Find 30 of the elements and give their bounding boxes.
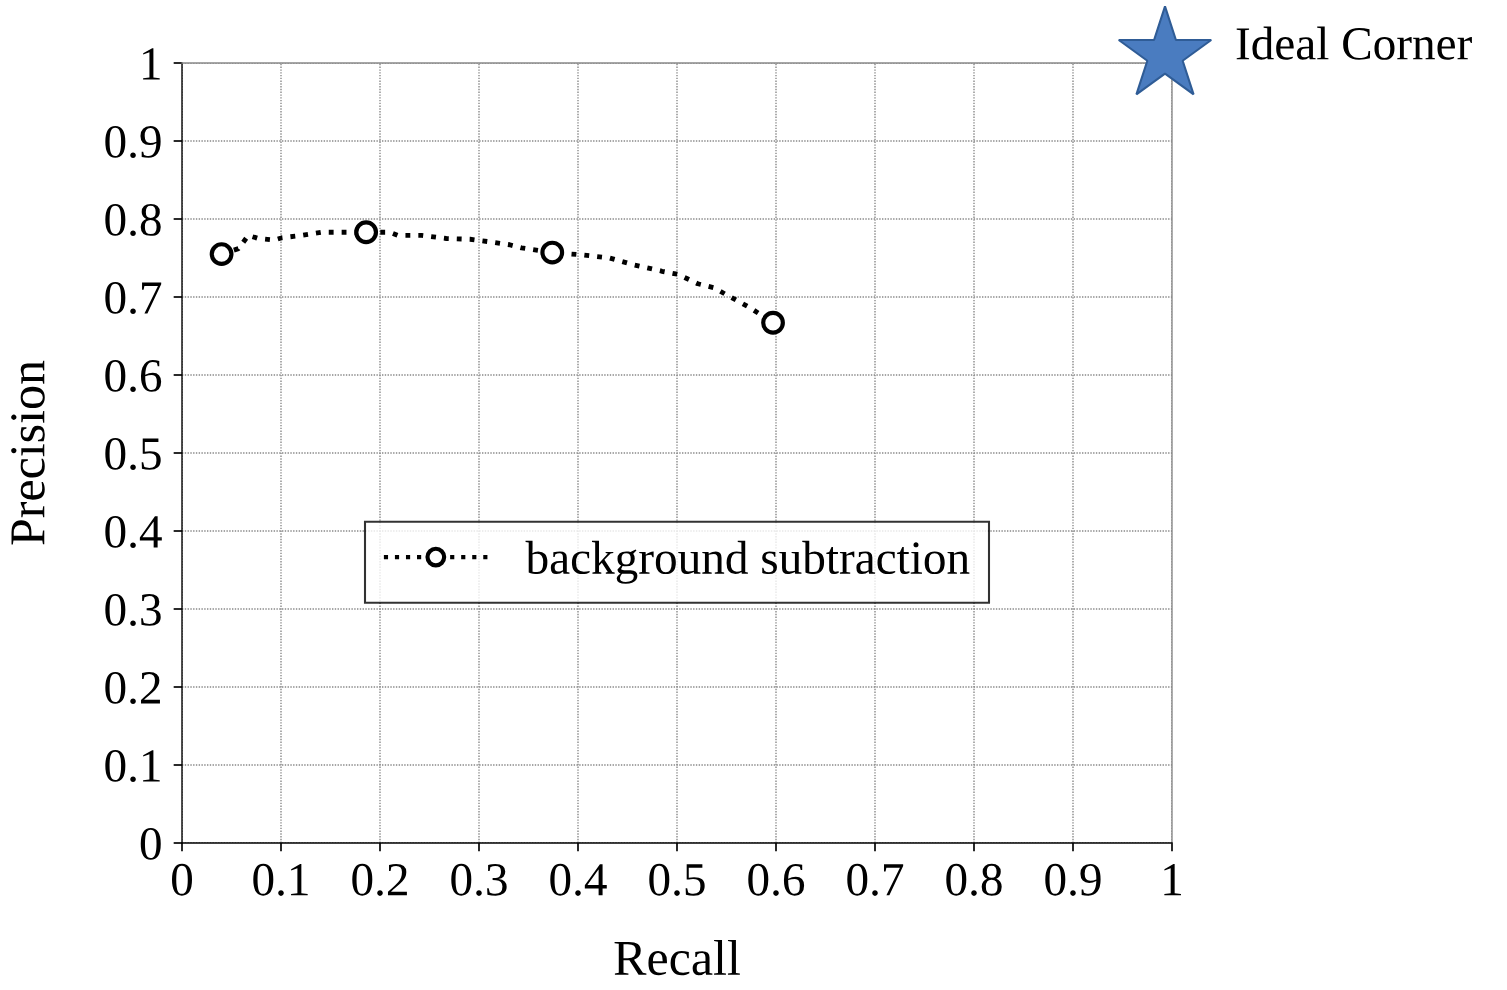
x-tick-label: 0 [171, 863, 193, 896]
point [540, 240, 565, 265]
y-tick-label: 1 [143, 48, 160, 80]
x-tick-label: 0.6 [748, 863, 805, 896]
y-tick-label: 0.8 [105, 203, 161, 237]
x-tick-label: 0.3 [451, 863, 507, 896]
y-tick-label: 0.1 [105, 749, 160, 783]
point [761, 310, 785, 335]
y-tick-label: 0.2 [105, 671, 160, 705]
point [354, 220, 379, 245]
x-tick-label: 0.1 [253, 863, 308, 896]
y-tick-label: 0.6 [105, 359, 162, 393]
y-tick-label: 0.7 [105, 281, 162, 315]
y-axis-title: Precision [11, 360, 45, 545]
x-tick-label: 0.5 [649, 863, 705, 896]
y-tick-label: 0.5 [105, 437, 161, 471]
x-tick-label: 1 [1164, 864, 1181, 896]
text: Ideal Corner [1236, 26, 1472, 60]
x-tick-label: 0.7 [847, 863, 904, 896]
legend-label: background subtraction [525, 540, 970, 584]
x-tick-label: 0.2 [352, 863, 407, 896]
x-axis-title: Recall [614, 939, 740, 976]
point [209, 242, 234, 267]
x-tick-label: 0.8 [946, 863, 1002, 896]
y-tick-label: 0.9 [105, 125, 161, 159]
y-tick-label: 0 [140, 827, 161, 860]
y-tick-label: 0.4 [105, 515, 162, 549]
x-tick-label: 0.9 [1045, 863, 1101, 896]
y-tick-label: 0.3 [105, 593, 161, 627]
x-tick-label: 0.4 [550, 863, 607, 896]
